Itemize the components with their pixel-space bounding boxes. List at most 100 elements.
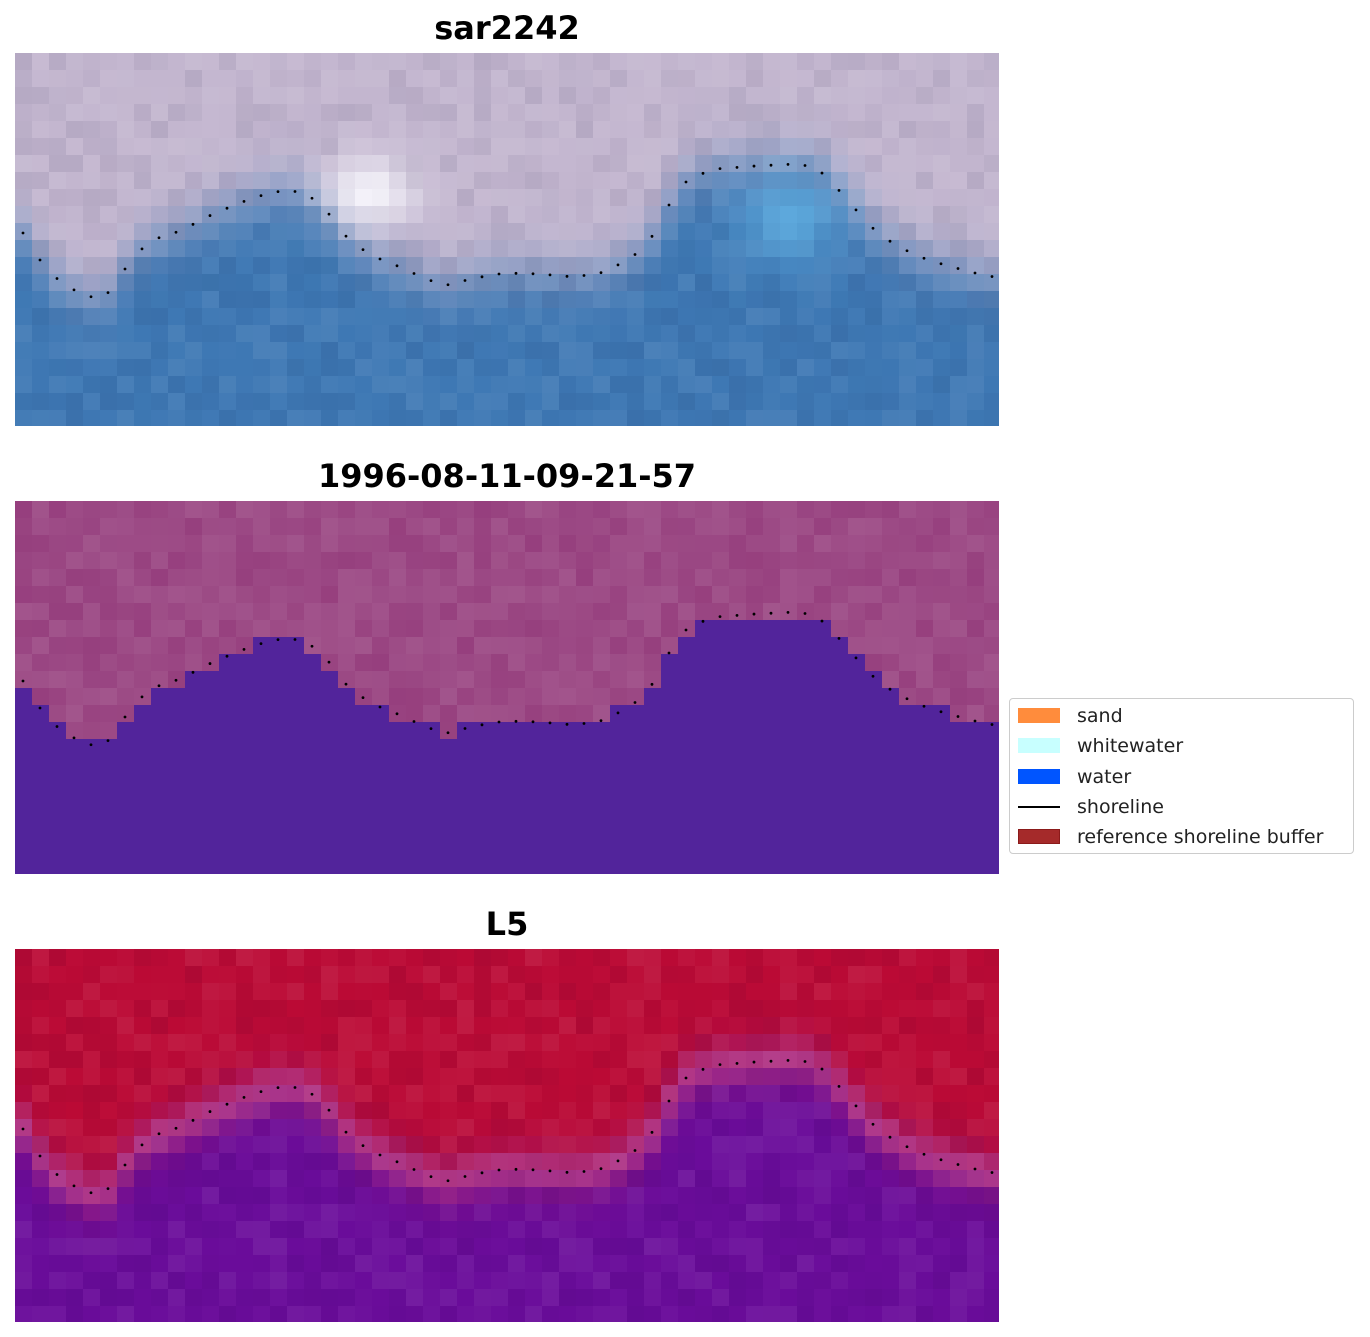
pixel-cell: [712, 1034, 730, 1052]
pixel-cell: [661, 535, 679, 553]
pixel-cell: [83, 1306, 101, 1322]
pixel-cell: [967, 824, 985, 842]
pixel-cell: [678, 705, 696, 723]
shoreline-point: [38, 706, 42, 710]
pixel-cell: [950, 240, 968, 258]
pixel-cell: [219, 410, 237, 426]
pixel-cell: [457, 824, 475, 842]
pixel-cell: [270, 393, 288, 411]
pixel-cell: [202, 1136, 220, 1154]
pixel-cell: [372, 552, 390, 570]
pixel-cell: [321, 138, 339, 156]
pixel-cell: [525, 87, 543, 105]
pixel-cell: [695, 1119, 713, 1137]
pixel-cell: [168, 1068, 186, 1086]
pixel-cell: [746, 620, 764, 638]
pixel-cell: [372, 291, 390, 309]
pixel-cell: [576, 552, 594, 570]
pixel-cell: [304, 342, 322, 360]
pixel-cell: [49, 620, 67, 638]
legend-label-water: water: [1077, 766, 1132, 788]
pixel-cell: [984, 620, 999, 638]
pixel-cell: [355, 966, 373, 984]
pixel-cell: [321, 705, 339, 723]
pixel-cell: [355, 1272, 373, 1290]
pixel-cell: [661, 410, 679, 426]
pixel-cell: [967, 1034, 985, 1052]
pixel-cell: [831, 824, 849, 842]
pixel-cell: [593, 671, 611, 689]
pixel-cell: [508, 1272, 526, 1290]
pixel-cell: [542, 569, 560, 587]
pixel-cell: [219, 1204, 237, 1222]
shoreline-point: [497, 1168, 501, 1172]
pixel-cell: [355, 1289, 373, 1307]
pixel-cell: [729, 858, 747, 874]
pixel-cell: [372, 1153, 390, 1171]
pixel-cell: [457, 654, 475, 672]
pixel-cell: [253, 1017, 271, 1035]
pixel-cell: [593, 70, 611, 88]
pixel-cell: [83, 983, 101, 1001]
pixel-cell: [83, 274, 101, 292]
pixel-cell: [627, 722, 645, 740]
pixel-cell: [287, 410, 305, 426]
pixel-cell: [576, 1170, 594, 1188]
pixel-cell: [712, 410, 730, 426]
pixel-cell: [644, 291, 662, 309]
pixel-cell: [83, 637, 101, 655]
pixel-cell: [593, 121, 611, 139]
pixel-cell: [287, 790, 305, 808]
pixel-cell: [151, 121, 169, 139]
pixel-cell: [542, 359, 560, 377]
pixel-cell: [389, 223, 407, 241]
pixel-cell: [525, 637, 543, 655]
pixel-cell: [984, 138, 999, 156]
pixel-cell: [321, 1221, 339, 1239]
pixel-cell: [508, 1170, 526, 1188]
pixel-cell: [491, 1289, 509, 1307]
pixel-cell: [865, 1068, 883, 1086]
pixel-cell: [49, 1102, 67, 1120]
pixel-cell: [508, 291, 526, 309]
pixel-cell: [457, 841, 475, 859]
pixel-cell: [933, 858, 951, 874]
pixel-cell: [797, 1272, 815, 1290]
pixel-cell: [32, 206, 50, 224]
pixel-cell: [32, 790, 50, 808]
pixel-cell: [729, 291, 747, 309]
pixel-cell: [627, 1187, 645, 1205]
pixel-cell: [712, 671, 730, 689]
pixel-cell: [729, 1051, 747, 1069]
pixel-cell: [15, 1017, 33, 1035]
pixel-cell: [287, 1034, 305, 1052]
shoreline-point: [616, 1159, 620, 1163]
pixel-cell: [15, 807, 33, 825]
pixel-cell: [491, 1238, 509, 1256]
pixel-cell: [525, 966, 543, 984]
pixel-cell: [780, 1085, 798, 1103]
pixel-cell: [440, 1170, 458, 1188]
pixel-cell: [899, 121, 917, 139]
pixel-cell: [644, 552, 662, 570]
pixel-cell: [32, 1068, 50, 1086]
pixel-cell: [746, 1068, 764, 1086]
pixel-cell: [474, 858, 492, 874]
pixel-cell: [253, 1119, 271, 1137]
pixel-cell: [559, 790, 577, 808]
pixel-cell: [474, 376, 492, 394]
pixel-cell: [627, 1238, 645, 1256]
pixel-cell: [219, 1272, 237, 1290]
pixel-cell: [559, 393, 577, 411]
pixel-cell: [389, 1068, 407, 1086]
pixel-cell: [831, 671, 849, 689]
pixel-cell: [440, 104, 458, 122]
pixel-cell: [270, 291, 288, 309]
pixel-cell: [406, 1187, 424, 1205]
shoreline-point: [497, 720, 501, 724]
pixel-cell: [712, 535, 730, 553]
pixel-cell: [389, 518, 407, 536]
pixel-cell: [151, 1272, 169, 1290]
pixel-cell: [185, 189, 203, 207]
pixel-cell: [372, 1204, 390, 1222]
